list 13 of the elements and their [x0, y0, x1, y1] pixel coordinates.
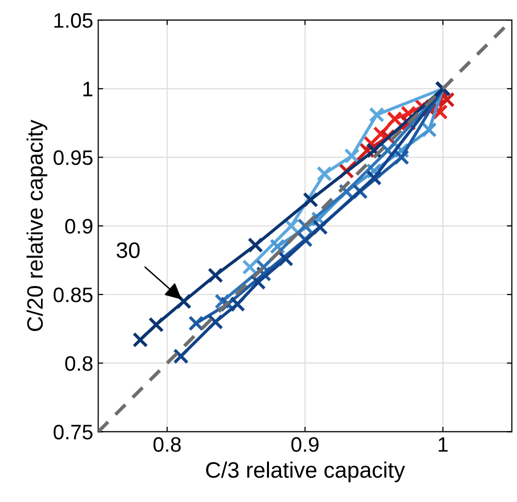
y-axis-title: C/20 relative capacity	[26, 120, 48, 331]
y-tick-label: 1	[83, 82, 92, 96]
x-tick-label: 0.9	[291, 437, 319, 452]
x-tick-label: 0.8	[154, 437, 181, 452]
annotation: 30	[116, 242, 140, 258]
x-tick-label: 1	[438, 437, 448, 452]
y-tick-label: 1.05	[54, 13, 92, 28]
x-axis-title: C/3 relative capacity	[206, 462, 406, 482]
y-tick-label: 0.95	[54, 150, 92, 166]
y-tick-label: 0.8	[65, 356, 92, 371]
y-tick-label: 0.9	[65, 218, 92, 234]
y-tick-label: 0.85	[54, 288, 92, 302]
y-tick-label: 0.75	[54, 424, 92, 440]
